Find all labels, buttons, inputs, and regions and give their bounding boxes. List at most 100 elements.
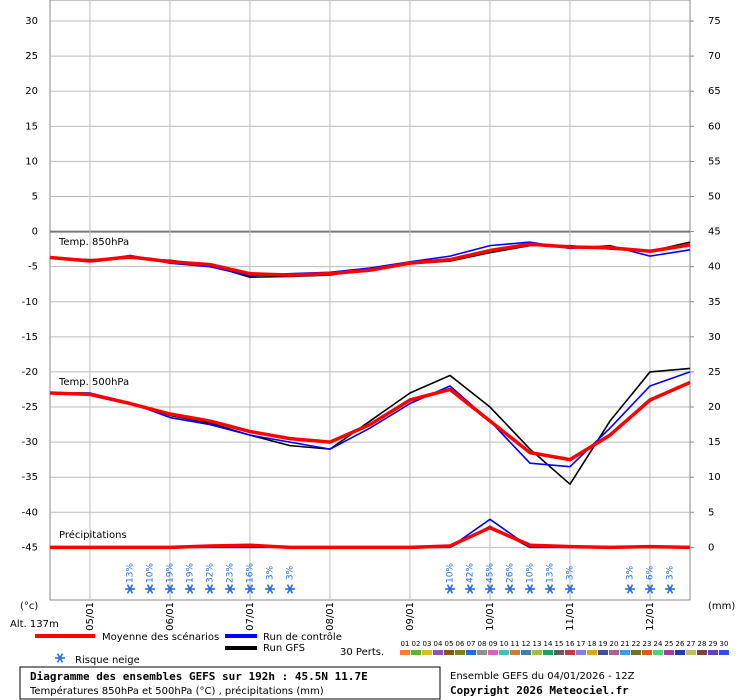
- pert-legend-label: 16: [566, 640, 575, 648]
- annotation: Temp. 850hPa: [58, 237, 129, 248]
- snow-label: 16%: [246, 563, 256, 583]
- snow-icon: [465, 584, 475, 594]
- pert-legend-swatch: [719, 650, 729, 655]
- snow-label: 26%: [506, 563, 516, 583]
- annotation: Temp. 500hPa: [58, 377, 129, 388]
- pert-legend-label: 26: [676, 640, 685, 648]
- pert-legend-label: 19: [599, 640, 608, 648]
- y2-tick-label: 10: [708, 472, 721, 483]
- pert-legend-swatch: [675, 650, 685, 655]
- pert-legend-label: 05: [445, 640, 454, 648]
- snow-label: 10%: [526, 563, 536, 583]
- snow-icon-stroke: [186, 584, 194, 594]
- altitude: Alt. 137m: [10, 619, 59, 630]
- y2-tick-label: 20: [708, 402, 721, 413]
- x-tick-label: 11/01: [565, 602, 576, 631]
- x-tick-label: 10/01: [485, 602, 496, 631]
- pert-legend-swatch: [521, 650, 531, 655]
- pert-legend-swatch: [532, 650, 542, 655]
- pert-legend-swatch: [477, 650, 487, 655]
- x-tick-label: 05/01: [85, 602, 96, 631]
- snow-icon: [625, 584, 635, 594]
- pert-legend-label: 17: [577, 640, 586, 648]
- y-tick-label: 30: [25, 16, 38, 27]
- y-tick-label: 20: [25, 86, 38, 97]
- snow-icon: [185, 584, 195, 594]
- snow-icon: [225, 584, 235, 594]
- pert-legend-swatch: [565, 650, 575, 655]
- snow-icon-stroke: [286, 584, 294, 594]
- pert-legend-swatch: [411, 650, 421, 655]
- pert-legend-label: 09: [489, 640, 498, 648]
- y2-axis-label: (mm): [708, 601, 735, 612]
- snow-label: 6%: [646, 565, 656, 580]
- snow-icon-stroke: [166, 584, 174, 594]
- pert-legend-label: 08: [478, 640, 487, 648]
- y2-tick-label: 45: [708, 227, 721, 238]
- pert-legend-swatch: [455, 650, 465, 655]
- y-axis-label: (°c): [20, 601, 38, 612]
- pert-legend-swatch: [708, 650, 718, 655]
- snow-label: 45%: [486, 563, 496, 583]
- pert-legend-swatch: [598, 650, 608, 655]
- y-tick-label: -15: [22, 332, 38, 343]
- pert-legend-label: 25: [665, 640, 674, 648]
- snow-icon: [565, 584, 575, 594]
- pert-legend-swatch: [554, 650, 564, 655]
- pert-legend-swatch: [631, 650, 641, 655]
- pert-legend-swatch: [620, 650, 630, 655]
- snow-icon: [145, 584, 155, 594]
- x-tick-label: 12/01: [645, 602, 656, 631]
- pert-legend-swatch: [400, 650, 410, 655]
- legend-entry: Moyenne des scénarios: [102, 631, 219, 643]
- t500-line: [50, 371, 691, 468]
- chart-subtitle: Températures 850hPa et 500hPa (°C) , pré…: [29, 685, 324, 697]
- snow-icon: [485, 584, 495, 594]
- pert-legend-swatch: [488, 650, 498, 655]
- pert-legend-label: 22: [632, 640, 641, 648]
- y-tick-label: 5: [32, 191, 38, 202]
- snow-icon: [505, 584, 515, 594]
- snow-icon: [445, 584, 455, 594]
- chart-title: Diagramme des ensembles GEFS sur 192h : …: [30, 670, 368, 683]
- t850-line: [49, 242, 691, 277]
- pert-legend-label: 24: [654, 640, 663, 648]
- pert-legend-label: 30: [720, 640, 729, 648]
- pert-legend-label: 15: [555, 640, 564, 648]
- x-tick-label: 07/01: [245, 602, 256, 631]
- x-tick-label: 09/01: [405, 602, 416, 631]
- snow-icon: [55, 653, 65, 663]
- snow-icon-stroke: [226, 584, 234, 594]
- pert-legend-label: 29: [709, 640, 718, 648]
- snow-icon-stroke: [486, 584, 494, 594]
- pert-legend-swatch: [664, 650, 674, 655]
- t500-line: [49, 380, 691, 462]
- snow-icon-stroke: [466, 584, 474, 594]
- snow-label: 42%: [466, 563, 476, 583]
- y2-tick-label: 15: [708, 437, 721, 448]
- snow-icon: [245, 584, 255, 594]
- pert-legend-label: 03: [423, 640, 432, 648]
- precip-line: [50, 525, 691, 550]
- snow-icon-stroke: [206, 584, 214, 594]
- pert-legend-swatch: [499, 650, 509, 655]
- y-tick-label: 10: [25, 156, 38, 167]
- pert-legend-label: 14: [544, 640, 553, 648]
- y-tick-label: -40: [22, 507, 38, 518]
- x-tick-label: 06/01: [165, 602, 176, 631]
- snow-label: 32%: [206, 563, 216, 583]
- legend-entry: Run de contrôle: [263, 631, 342, 643]
- run-label: Ensemble GEFS du 04/01/2026 - 12Z: [450, 671, 635, 682]
- snow-icon-stroke: [626, 584, 634, 594]
- pert-legend-label: 13: [533, 640, 542, 648]
- pert-legend-label: 27: [687, 640, 696, 648]
- pert-legend-swatch: [653, 650, 663, 655]
- pert-legend-swatch: [510, 650, 520, 655]
- pert-legend-label: 28: [698, 640, 707, 648]
- y-tick-label: -20: [22, 367, 38, 378]
- y-tick-label: -30: [22, 437, 38, 448]
- snow-label: 19%: [166, 563, 176, 583]
- snow-icon: [285, 584, 295, 594]
- pert-legend-label: 21: [621, 640, 630, 648]
- pert-legend-label: 10: [500, 640, 509, 648]
